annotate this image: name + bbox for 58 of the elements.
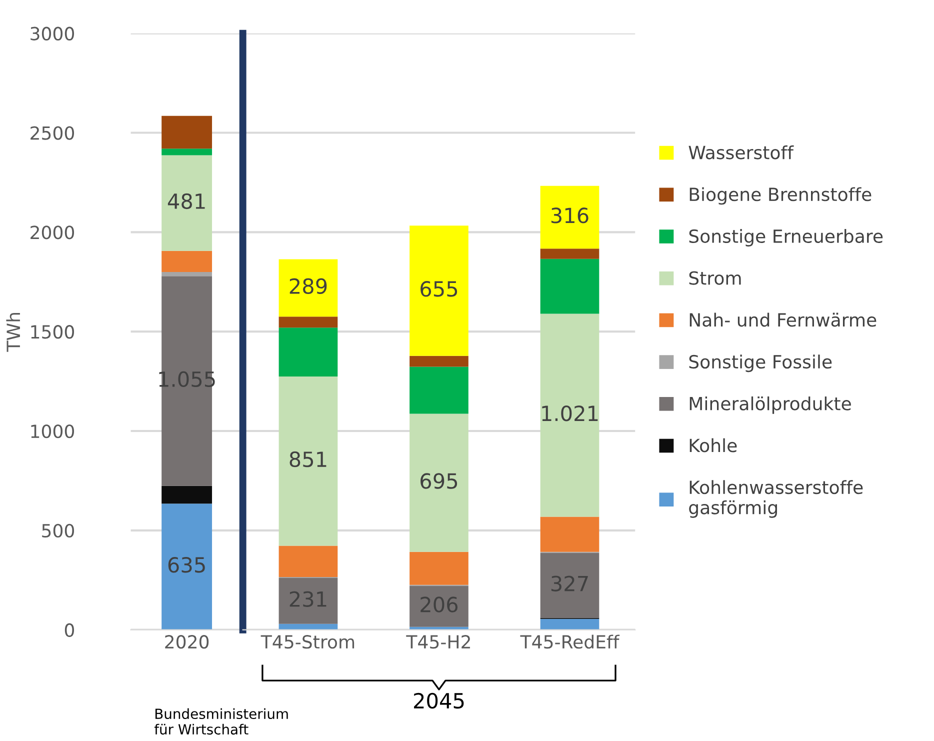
bar bbox=[540, 258, 600, 314]
legend-label: Strom bbox=[689, 271, 741, 285]
y-tick-label: 500 bbox=[42, 524, 74, 538]
legend-label: Wasserstoff bbox=[688, 145, 794, 160]
bar bbox=[162, 486, 212, 504]
bar bbox=[278, 546, 338, 577]
data-label: 851 bbox=[290, 451, 326, 468]
y-tick-label: 2500 bbox=[30, 126, 74, 140]
legend-label: Kohlenwasserstoffe gasförmig bbox=[689, 480, 863, 518]
bar bbox=[162, 148, 212, 156]
y-tick-label: 2000 bbox=[30, 226, 74, 240]
data-label: 695 bbox=[420, 473, 458, 489]
bar bbox=[162, 504, 212, 630]
bar bbox=[540, 552, 600, 618]
data-label: 316 bbox=[551, 208, 588, 224]
x-tick-label: 2020 bbox=[165, 635, 209, 649]
bar bbox=[278, 624, 338, 630]
legend-label: Sonstige Fossile bbox=[689, 354, 832, 372]
bar bbox=[410, 226, 468, 356]
bar bbox=[410, 366, 468, 414]
bar bbox=[162, 116, 212, 149]
bar bbox=[162, 155, 212, 251]
x-tick-label: T45-Strom bbox=[260, 635, 354, 649]
y-tick-label: 1000 bbox=[31, 424, 74, 438]
x-tick-label: T45-H2 bbox=[406, 635, 470, 649]
y-tick-label: 3000 bbox=[30, 26, 74, 40]
data-label: 655 bbox=[420, 281, 458, 297]
data-label: 481 bbox=[168, 193, 205, 210]
bar bbox=[278, 316, 338, 328]
bar bbox=[162, 272, 212, 276]
legend-label: Biogene Brennstoffe bbox=[690, 187, 872, 205]
bar bbox=[278, 259, 338, 317]
data-label: 289 bbox=[290, 278, 327, 294]
bar bbox=[410, 414, 468, 552]
legend-label: Kohle bbox=[690, 438, 737, 452]
legend-label: Nah- und Fernwärme bbox=[690, 312, 876, 327]
legend-label: Mineralölprodukte bbox=[690, 396, 851, 414]
bar bbox=[278, 328, 338, 377]
legend-label: Sonstige Erneuerbare bbox=[689, 229, 883, 247]
y-tick-label: 0 bbox=[64, 623, 74, 637]
data-label: 635 bbox=[168, 557, 205, 573]
bar bbox=[162, 250, 212, 272]
data-label: 1.021 bbox=[542, 405, 598, 422]
y-tick-label: 1500 bbox=[31, 325, 74, 339]
bar bbox=[410, 586, 468, 627]
bar bbox=[278, 578, 338, 624]
bar bbox=[540, 516, 600, 552]
bar bbox=[540, 314, 600, 517]
x-tick-label: T45-RedEff bbox=[520, 634, 620, 649]
bar bbox=[410, 356, 468, 367]
y-axis-title: TWh bbox=[6, 312, 20, 352]
text: Bundesministerium für Wirtschaft bbox=[154, 708, 288, 735]
bar bbox=[540, 248, 600, 259]
bar bbox=[540, 618, 600, 630]
bar bbox=[410, 552, 468, 585]
text: 2045 bbox=[414, 692, 464, 709]
bar bbox=[540, 186, 600, 249]
bar bbox=[278, 376, 338, 546]
